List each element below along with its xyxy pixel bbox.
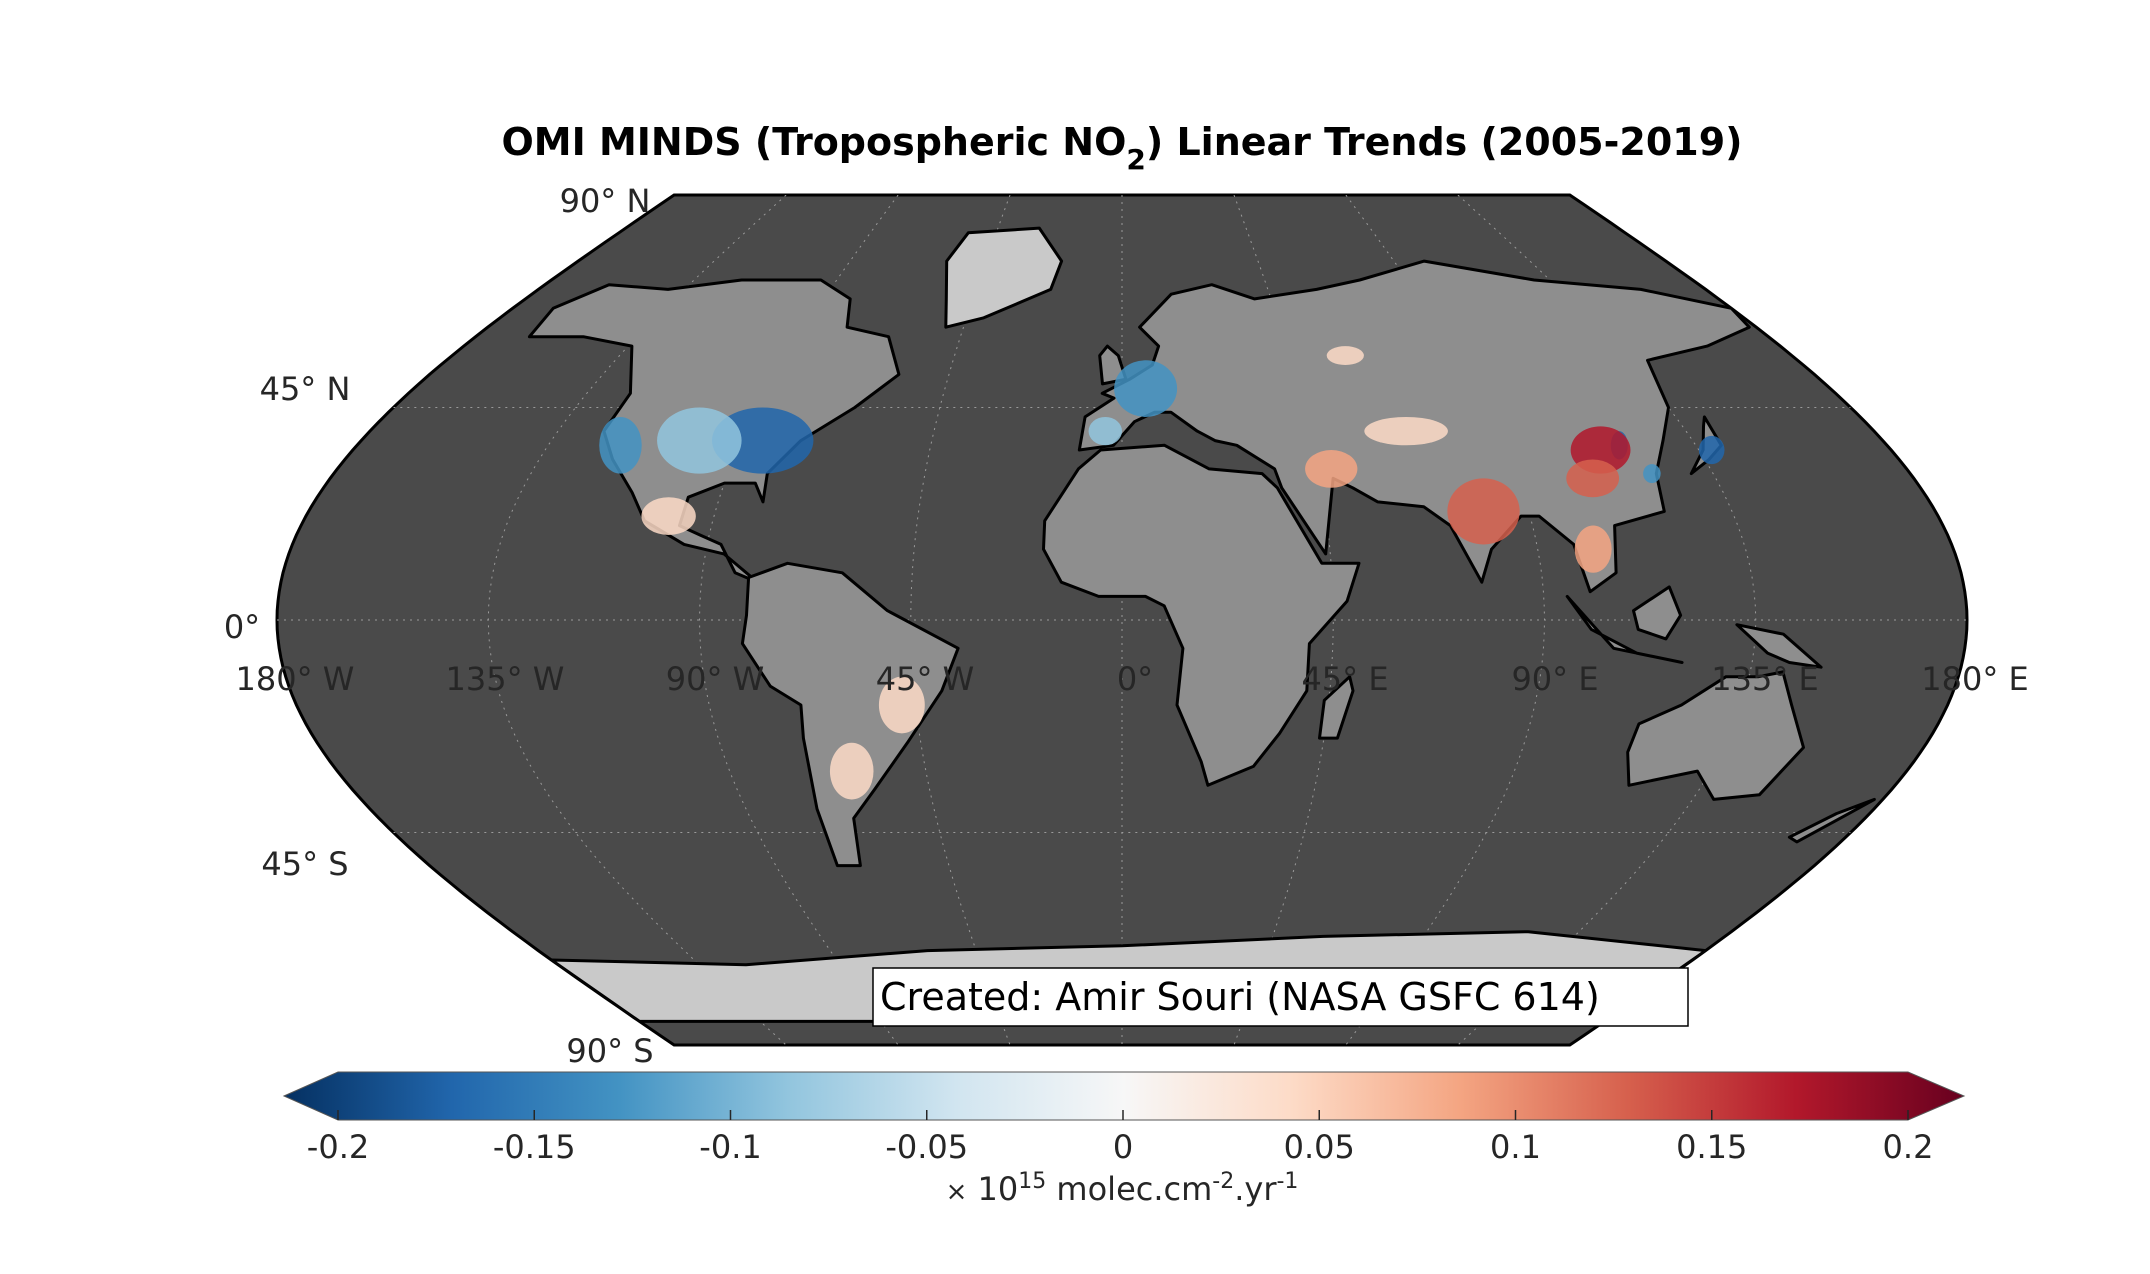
trend-europe-decline bbox=[1114, 360, 1178, 417]
meridian-line bbox=[698, 195, 899, 1045]
trend-us-central-decline bbox=[657, 407, 742, 474]
lon-label-90w: 90° W bbox=[666, 660, 765, 698]
landmass-greenland bbox=[944, 226, 1064, 329]
trend-overlays bbox=[599, 346, 1725, 800]
trend-middle-east-increase bbox=[1305, 450, 1358, 488]
credit-text: Created: Amir Souri (NASA GSFC 614) bbox=[880, 975, 1600, 1019]
trend-us-east-decline bbox=[712, 407, 814, 474]
trend-mexico-increase bbox=[641, 497, 696, 535]
lon-label-45w: 45° W bbox=[876, 660, 975, 698]
colorbar-unit: × 1015 molec.cm-2.yr-1 bbox=[946, 1169, 1299, 1208]
map-title: OMI MINDS (Tropospheric NO2) Linear Tren… bbox=[501, 120, 1742, 176]
trend-us-west-decline bbox=[599, 416, 642, 474]
colorbar-ticks: -0.2 -0.15 -0.1 -0.05 0 0.05 0.1 0.15 0.2 bbox=[307, 1110, 1934, 1166]
colorbar-tick-label: -0.15 bbox=[493, 1128, 576, 1166]
lon-label-45e: 45° E bbox=[1301, 660, 1388, 698]
lat-label-90s: 90° S bbox=[566, 1032, 653, 1070]
trend-central-asia-increase bbox=[1364, 416, 1448, 446]
landmass-new-zealand bbox=[1787, 797, 1876, 844]
trend-iberia-decline bbox=[1088, 416, 1122, 446]
lat-label-0: 0° bbox=[224, 608, 260, 646]
trend-japan-decline bbox=[1698, 435, 1725, 465]
colorbar: -0.2 -0.15 -0.1 -0.05 0 0.05 0.1 0.15 0.2 × 1015… bbox=[282, 1071, 1966, 1208]
credit-box: Created: Amir Souri (NASA GSFC 614) bbox=[872, 967, 1689, 1027]
world-map bbox=[275, 193, 1969, 1047]
colorbar-tick-label: 0.2 bbox=[1883, 1128, 1934, 1166]
lat-label-90n: 90° N bbox=[560, 182, 651, 220]
colorbar-tick-label: 0 bbox=[1113, 1128, 1133, 1166]
colorbar-tick-label: -0.1 bbox=[699, 1128, 761, 1166]
lon-label-135w: 135° W bbox=[446, 660, 565, 698]
trend-brazil-increase bbox=[878, 676, 925, 734]
lon-label-0: 0° bbox=[1117, 660, 1153, 698]
colorbar-tick-label: -0.05 bbox=[885, 1128, 968, 1166]
landmass-madagascar bbox=[1318, 675, 1355, 740]
colorbar-tick-label: 0.05 bbox=[1284, 1128, 1355, 1166]
landmass-south-america bbox=[740, 561, 960, 868]
colorbar-tick-label: 0.15 bbox=[1676, 1128, 1747, 1166]
trend-india-increase bbox=[1447, 478, 1520, 545]
lon-label-180e: 180° E bbox=[1921, 660, 2028, 698]
lon-label-180w: 180° W bbox=[236, 660, 355, 698]
landmass-africa bbox=[1042, 443, 1361, 787]
lon-label-135e: 135° E bbox=[1711, 660, 1818, 698]
trend-argentina-increase bbox=[829, 742, 874, 800]
landmass-borneo bbox=[1632, 585, 1683, 641]
trend-shanghai-decline bbox=[1643, 464, 1661, 484]
colorbar-tick-label: -0.2 bbox=[307, 1128, 369, 1166]
lon-label-90e: 90° E bbox=[1511, 660, 1598, 698]
trend-se-asia-increase bbox=[1574, 525, 1612, 573]
landmass-indonesia bbox=[1565, 594, 1684, 664]
landmass-australia bbox=[1626, 670, 1805, 801]
colorbar-tick-label: 0.1 bbox=[1490, 1128, 1541, 1166]
landmass-new-guinea bbox=[1735, 623, 1823, 669]
trend-central-china-increase bbox=[1566, 459, 1620, 498]
lat-label-45n: 45° N bbox=[260, 370, 351, 408]
lat-label-45s: 45° S bbox=[261, 845, 348, 883]
trend-siberia-mixed bbox=[1326, 346, 1364, 365]
